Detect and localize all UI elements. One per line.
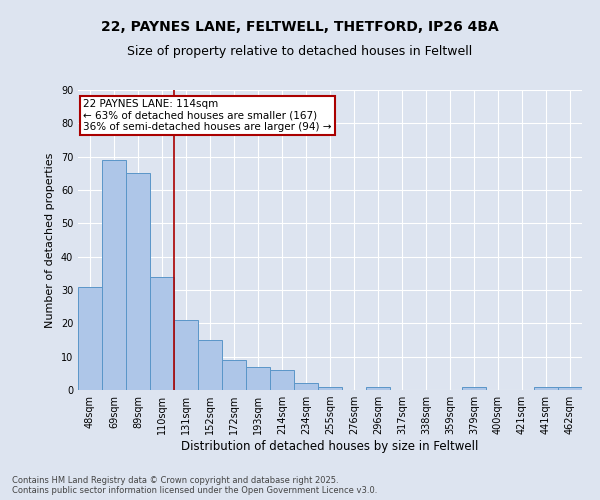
- Bar: [366, 386, 390, 390]
- Bar: [198, 340, 222, 390]
- Bar: [558, 386, 582, 390]
- Bar: [294, 384, 318, 390]
- Bar: [462, 386, 486, 390]
- Bar: [126, 174, 150, 390]
- Bar: [318, 386, 342, 390]
- Text: Contains HM Land Registry data © Crown copyright and database right 2025.: Contains HM Land Registry data © Crown c…: [12, 476, 338, 485]
- Bar: [222, 360, 246, 390]
- Bar: [270, 370, 294, 390]
- Bar: [534, 386, 558, 390]
- Text: 22, PAYNES LANE, FELTWELL, THETFORD, IP26 4BA: 22, PAYNES LANE, FELTWELL, THETFORD, IP2…: [101, 20, 499, 34]
- Text: Contains public sector information licensed under the Open Government Licence v3: Contains public sector information licen…: [12, 486, 377, 495]
- Bar: [174, 320, 198, 390]
- Bar: [150, 276, 174, 390]
- Y-axis label: Number of detached properties: Number of detached properties: [45, 152, 55, 328]
- Text: Size of property relative to detached houses in Feltwell: Size of property relative to detached ho…: [127, 45, 473, 58]
- Bar: [78, 286, 102, 390]
- Bar: [102, 160, 126, 390]
- Text: 22 PAYNES LANE: 114sqm
← 63% of detached houses are smaller (167)
36% of semi-de: 22 PAYNES LANE: 114sqm ← 63% of detached…: [83, 99, 332, 132]
- X-axis label: Distribution of detached houses by size in Feltwell: Distribution of detached houses by size …: [181, 440, 479, 453]
- Bar: [246, 366, 270, 390]
